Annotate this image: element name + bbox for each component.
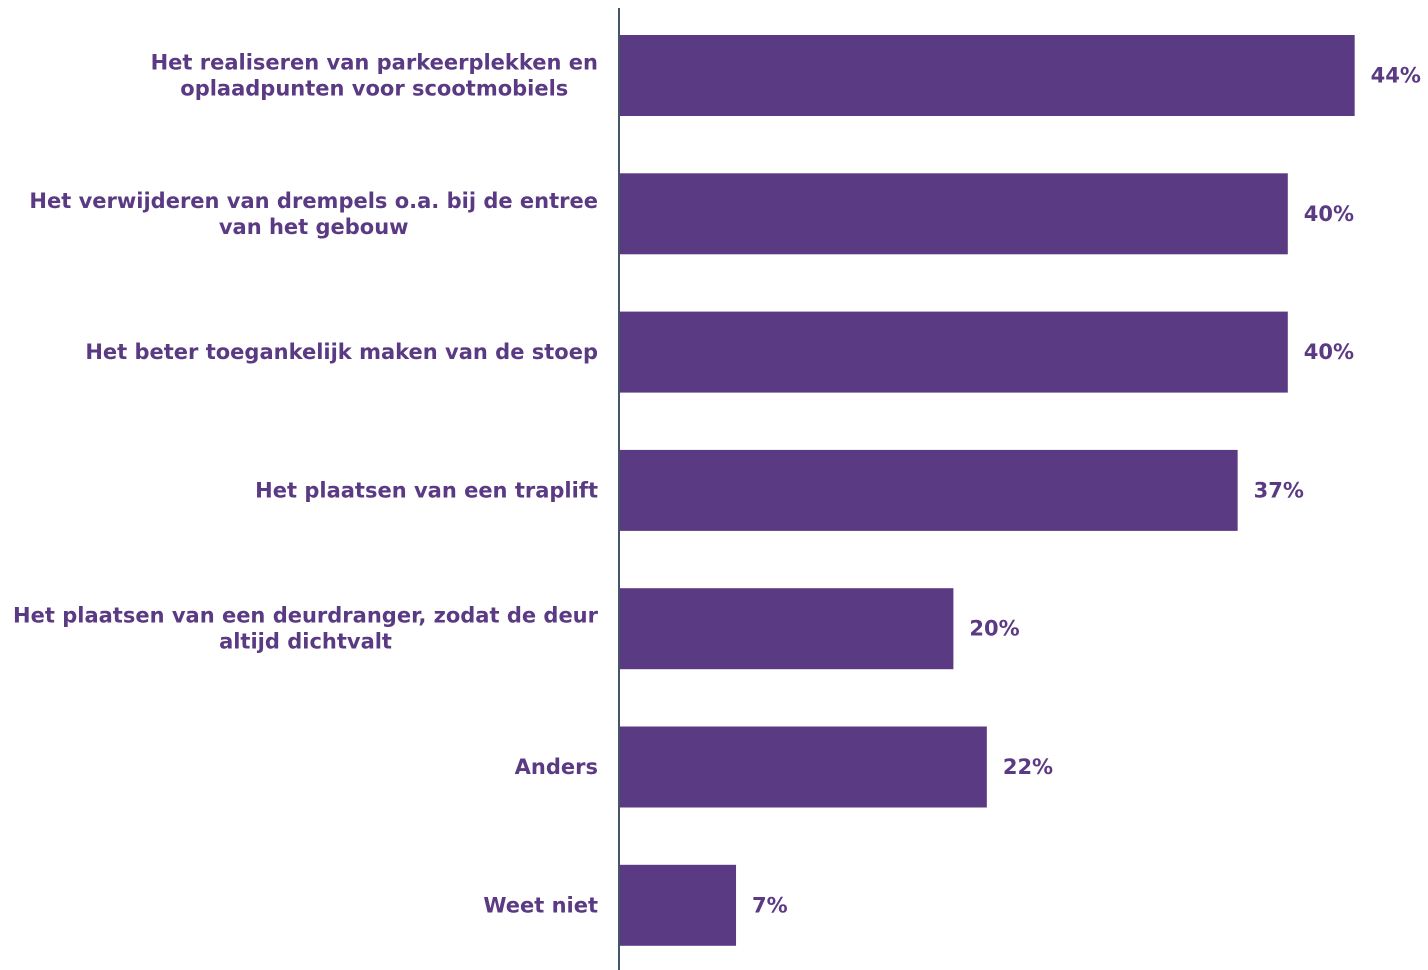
value-label-1: 40% <box>1304 202 1354 226</box>
bar-3 <box>619 449 1238 531</box>
value-label-0: 44% <box>1371 64 1421 88</box>
category-label-3: Het plaatsen van een traplift <box>255 478 598 502</box>
category-label-5-line-0: Anders <box>515 755 598 779</box>
category-label-1: Het verwijderen van drempels o.a. bij de… <box>29 189 598 239</box>
category-label-4-line-0: Het plaatsen van een deurdranger, zodat … <box>13 604 599 628</box>
bar-1 <box>619 173 1288 255</box>
category-label-0-line-0: Het realiseren van parkeerplekken en <box>151 51 598 75</box>
category-label-4-line-1: altijd dichtvalt <box>219 630 392 654</box>
category-label-2: Het beter toegankelijk maken van de stoe… <box>85 340 598 364</box>
category-label-1-line-1: van het gebouw <box>219 215 409 239</box>
bar-6 <box>619 864 737 946</box>
bar-2 <box>619 311 1288 393</box>
category-label-0: Het realiseren van parkeerplekken en opla… <box>151 51 598 101</box>
value-label-2: 40% <box>1304 340 1354 364</box>
category-label-3-line-0: Het plaatsen van een traplift <box>255 478 598 502</box>
category-labels-group: Het realiseren van parkeerplekken en opla… <box>13 51 599 918</box>
category-label-6-line-0: Weet niet <box>483 893 598 917</box>
bar-5 <box>619 726 987 808</box>
value-labels-group: 44% 40% 40% 37% 20% 22% 7% <box>752 64 1421 918</box>
bar-4 <box>619 588 954 670</box>
category-label-5: Anders <box>515 755 598 779</box>
category-label-1-line-0: Het verwijderen van drempels o.a. bij de… <box>29 189 598 213</box>
value-label-6: 7% <box>752 893 788 917</box>
bar-0 <box>619 35 1355 116</box>
value-label-4: 20% <box>969 617 1019 641</box>
value-label-3: 37% <box>1254 478 1304 502</box>
bars-group <box>619 35 1355 946</box>
value-label-5: 22% <box>1003 755 1053 779</box>
category-label-4: Het plaatsen van een deurdranger, zodat … <box>13 604 599 654</box>
category-label-6: Weet niet <box>483 893 598 917</box>
category-label-2-line-0: Het beter toegankelijk maken van de stoe… <box>85 340 598 364</box>
category-label-0-line-1: oplaadpunten voor scootmobiels <box>180 77 568 101</box>
